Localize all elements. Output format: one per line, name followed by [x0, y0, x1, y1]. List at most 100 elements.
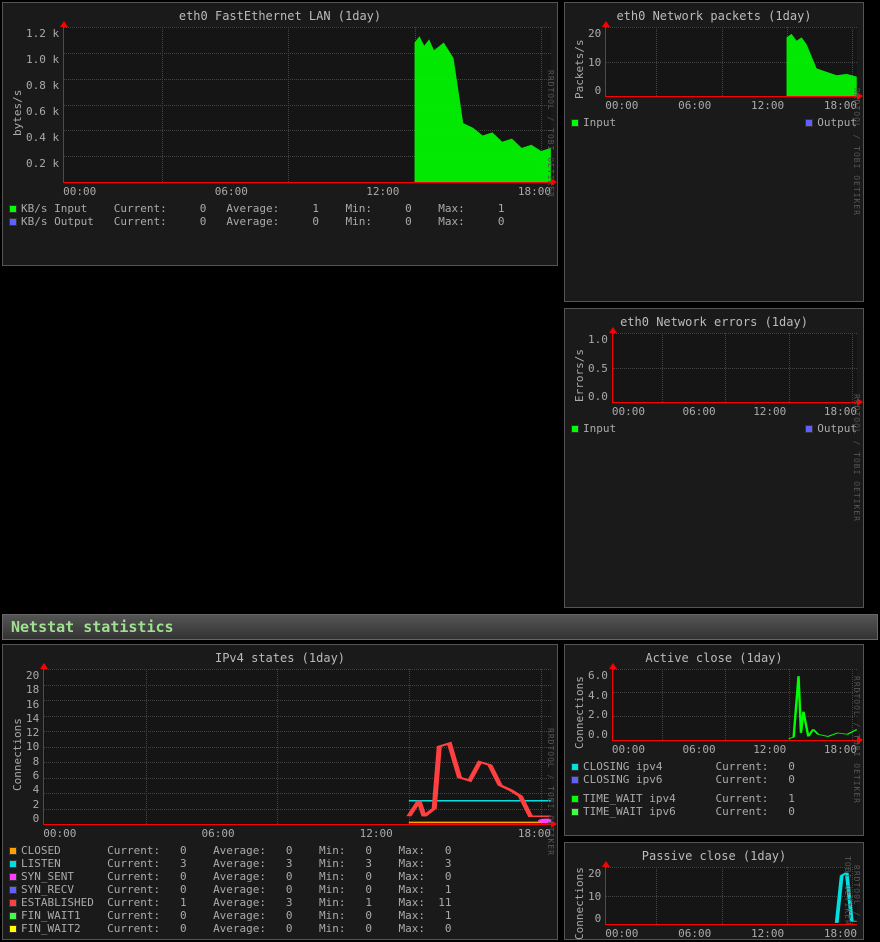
tick-label: 2 — [33, 798, 40, 811]
stat-average: Average: 0 — [213, 909, 319, 922]
legend-eth0-err: InputOutput — [571, 422, 857, 435]
rrdtool-watermark: RRDTOOL / TOBI OETIKER — [849, 13, 861, 291]
stat-current: Current: 0 — [107, 922, 213, 935]
tick-label: 00:00 — [63, 185, 96, 198]
legend-row: FIN_WAIT1 Current: 0 Average: 0 Min: 0 M… — [9, 909, 551, 922]
legend-swatch — [9, 860, 17, 868]
stat-current: Current: 0 — [114, 215, 227, 228]
stat-current: Current: 0 — [107, 909, 213, 922]
legend-swatch — [9, 899, 17, 907]
tick-label: 00:00 — [612, 743, 645, 756]
legend-label: FIN_WAIT2 — [21, 922, 107, 935]
stat-current: Current: 1 — [715, 792, 794, 805]
legend-label: TIME_WAIT ipv6 — [583, 805, 715, 818]
legend-swatch — [571, 763, 579, 771]
chart-title: IPv4 states (1day) — [9, 651, 551, 665]
stat-max: Max: 0 — [399, 870, 452, 883]
row-eth0: eth0 FastEthernet LAN (1day) bytes/s 1.2… — [2, 2, 878, 608]
stat-max: Max: 1 — [438, 202, 504, 215]
legend-swatch — [9, 873, 17, 881]
tick-label: 00:00 — [605, 927, 638, 940]
y-axis-ticks: 6.04.02.00.0 — [588, 669, 612, 741]
legend-row: KB/s Output Current: 0 Average: 0 Min: 0… — [9, 215, 551, 228]
legend-label: Input — [583, 422, 616, 435]
tick-label: 12 — [26, 726, 39, 739]
x-axis-ticks: 00:0006:0012:0018:00 — [612, 403, 857, 418]
plot-area — [605, 27, 857, 97]
legend-swatch — [9, 205, 17, 213]
tick-label: 10 — [588, 56, 601, 69]
stat-max: Max: 0 — [399, 844, 452, 857]
legend-label: KB/s Output — [21, 215, 114, 228]
legend-eth0-fe: KB/s Input Current: 0 Average: 1 Min: 0 … — [9, 202, 551, 228]
y-axis-label: Connections — [571, 867, 588, 940]
tick-label: 06:00 — [201, 827, 234, 840]
stat-average: Average: 0 — [213, 883, 319, 896]
panel-eth0-packets: eth0 Network packets (1day) Packets/s 20… — [564, 2, 864, 302]
stat-current: Current: 0 — [107, 844, 213, 857]
tick-label: 12:00 — [360, 827, 393, 840]
legend-swatch — [9, 912, 17, 920]
stat-min: Min: 0 — [319, 909, 398, 922]
chart-eth0-fe: bytes/s 1.2 k1.0 k0.8 k0.6 k0.4 k0.2 k — [9, 27, 551, 198]
tick-label: 0.4 k — [26, 131, 59, 144]
x-axis-ticks: 00:0006:0012:0018:00 — [43, 825, 551, 840]
tick-label: 12:00 — [753, 405, 786, 418]
tick-label: 00:00 — [605, 99, 638, 112]
tick-label: 6 — [33, 769, 40, 782]
tick-label: 1.0 k — [26, 53, 59, 66]
tick-label: 4.0 — [588, 689, 608, 702]
rrdtool-watermark: RRDTOOL / TOBI OETIKER — [543, 655, 555, 929]
tick-label: 8 — [33, 755, 40, 768]
stat-max: Max: 3 — [399, 857, 452, 870]
tick-label: 12:00 — [753, 743, 786, 756]
stat-max: Max: 1 — [399, 909, 452, 922]
legend-label: ESTABLISHED — [21, 896, 107, 909]
legend-swatch — [571, 119, 579, 127]
tick-label: 0 — [595, 912, 602, 925]
tick-label: 12:00 — [366, 185, 399, 198]
series-lines — [606, 867, 857, 924]
stat-average: Average: 0 — [213, 844, 319, 857]
x-axis-ticks: 00:0006:0012:0018:00 — [605, 925, 857, 940]
tick-label: 06:00 — [678, 927, 711, 940]
legend-swatch — [571, 425, 579, 433]
chart-eth0-err: Errors/s 1.00.50.0 00:0006:0012:0018:00 — [571, 333, 857, 418]
right-column-netstat: Active close (1day) Connections 6.04.02.… — [564, 644, 864, 940]
stat-current: Current: 0 — [107, 883, 213, 896]
legend-row: TIME_WAIT ipv4 Current: 1 — [571, 792, 857, 805]
stat-max: Max: 1 — [399, 883, 452, 896]
x-axis-ticks: 00:0006:0012:0018:00 — [605, 97, 857, 112]
stat-max: Max: 11 — [399, 896, 452, 909]
legend-row: LISTEN Current: 3 Average: 3 Min: 3 Max:… — [9, 857, 551, 870]
panel-passive-close: Passive close (1day) Connections 20100 0… — [564, 842, 864, 940]
chart-eth0-pkt: Packets/s 20100 00:0006:0012:0018:00 — [571, 27, 857, 112]
row-netstat: IPv4 states (1day) Connections 201816141… — [2, 644, 878, 940]
tick-label: 20 — [26, 669, 39, 682]
chart-title: Passive close (1day) — [571, 849, 857, 863]
legend-row: SYN_RECV Current: 0 Average: 0 Min: 0 Ma… — [9, 883, 551, 896]
x-axis-ticks: 00:0006:0012:0018:00 — [612, 741, 857, 756]
tick-label: 12:00 — [751, 927, 784, 940]
stat-current: Current: 0 — [715, 805, 794, 818]
tick-label: 0 — [33, 812, 40, 825]
stat-average: Average: 3 — [213, 896, 319, 909]
legend-row: FIN_WAIT2 Current: 0 Average: 0 Min: 0 M… — [9, 922, 551, 935]
stat-average: Average: 3 — [213, 857, 319, 870]
tick-label: 0.6 k — [26, 105, 59, 118]
tick-label: 0.5 — [588, 362, 608, 375]
plot-area — [63, 27, 551, 183]
legend-label: CLOSING ipv4 — [583, 760, 715, 773]
stat-max: Max: 0 — [438, 215, 504, 228]
legend-ipv4: CLOSED Current: 0 Average: 0 Min: 0 Max:… — [9, 844, 551, 935]
stat-min: Min: 1 — [319, 896, 398, 909]
legend-swatch — [9, 218, 17, 226]
legend-label: TIME_WAIT ipv4 — [583, 792, 715, 805]
tick-label: 1.2 k — [26, 27, 59, 40]
legend-swatch — [805, 425, 813, 433]
legend-row: CLOSING ipv6 Current: 0 — [571, 773, 857, 786]
rrdtool-watermark: RRDTOOL / TOBI OETIKER — [849, 319, 861, 597]
stat-average: Average: 1 — [226, 202, 345, 215]
y-axis-label: Errors/s — [571, 333, 588, 418]
legend-swatch — [571, 808, 579, 816]
